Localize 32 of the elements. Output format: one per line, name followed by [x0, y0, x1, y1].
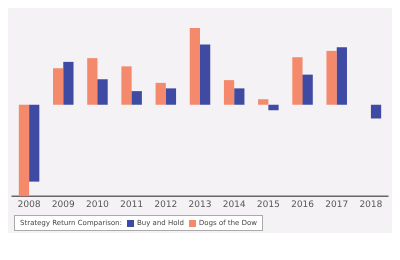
x-tick-label: 2018 [359, 200, 383, 210]
bar [190, 28, 200, 105]
x-tick-label: 2016 [291, 200, 314, 210]
bar [268, 104, 279, 110]
bar [29, 104, 40, 182]
bar [292, 57, 303, 105]
x-tick-label: 2014 [222, 200, 246, 210]
x-tick-label: 2009 [52, 200, 75, 210]
bar [132, 91, 142, 105]
bar [18, 104, 30, 196]
bar [97, 79, 108, 105]
x-tick-label: 2011 [120, 200, 144, 210]
bar [156, 82, 166, 105]
bar [326, 50, 337, 105]
bar [87, 58, 98, 105]
bar [234, 88, 244, 105]
bar [121, 66, 132, 105]
bar [302, 74, 313, 105]
bar [63, 62, 74, 105]
x-tick-label: 2012 [154, 200, 178, 210]
x-tick-label: 2013 [188, 200, 212, 210]
bar [336, 47, 347, 105]
bar [166, 88, 176, 105]
x-tick-label: 2008 [18, 200, 41, 210]
bar [53, 68, 64, 105]
x-tick-label: 2015 [256, 200, 280, 210]
bar [370, 104, 382, 118]
bar [224, 80, 234, 105]
x-tick-label: 2017 [325, 200, 348, 210]
bar [200, 44, 210, 105]
bar [258, 99, 268, 105]
x-tick-label: 2010 [86, 200, 110, 210]
